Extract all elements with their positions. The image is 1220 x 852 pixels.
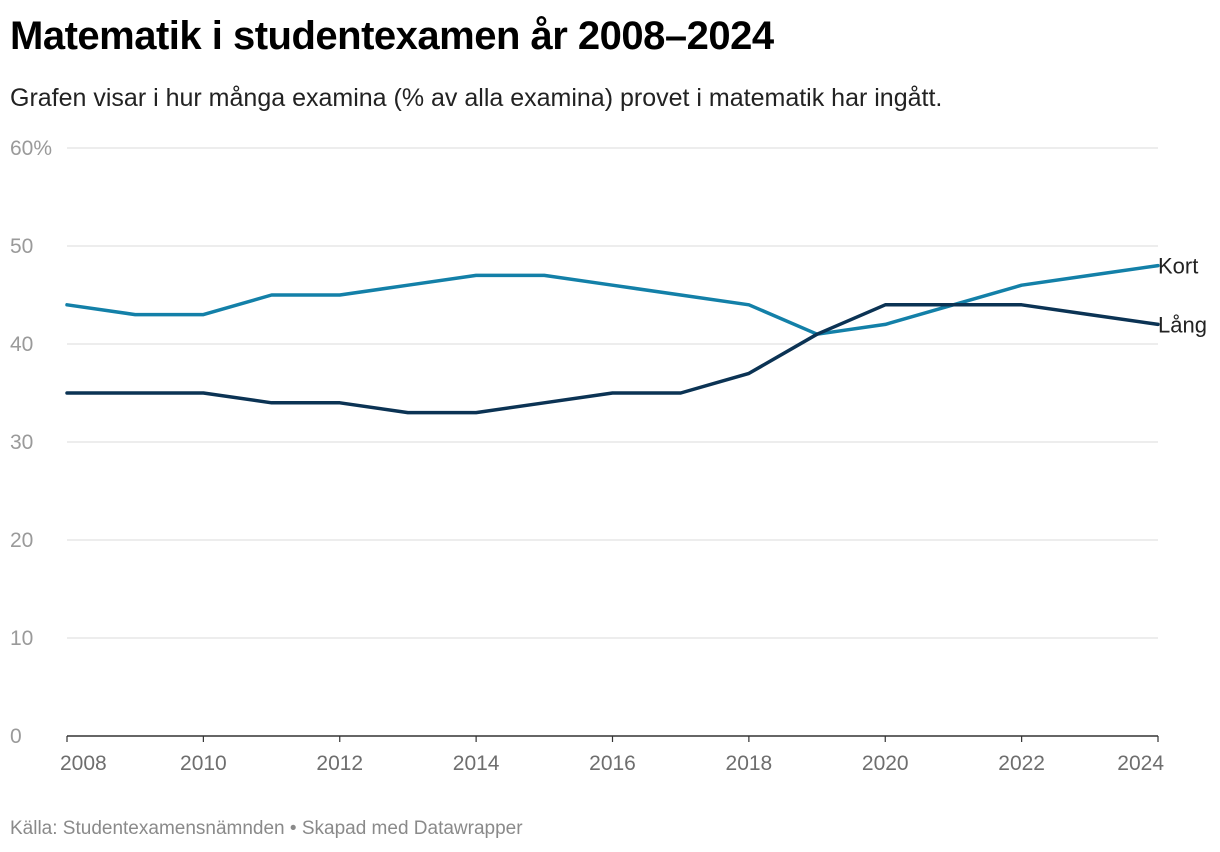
series-label-kort: Kort: [1158, 254, 1198, 279]
x-tick-label: 2022: [998, 752, 1045, 775]
axes: 0 10 20 30 40 50 60% 2008 2010 2012 2014 2016 2018 20…: [10, 137, 1164, 775]
x-tick-label: 2016: [589, 752, 636, 775]
series-labels: Kort Lång: [1158, 254, 1207, 338]
y-tick-label: 20: [10, 529, 33, 552]
gridlines: [67, 147, 1158, 737]
y-tick-label: 30: [10, 431, 33, 454]
x-tick-label: 2020: [862, 752, 909, 775]
source-note: Källa: Studentexamensnämnden • Skapad me…: [10, 818, 523, 839]
x-tick-label: 2010: [180, 752, 227, 775]
y-tick-label: 50: [10, 235, 33, 258]
x-tick-label: 2012: [316, 752, 363, 775]
y-tick-label: 40: [10, 333, 33, 356]
series-line-lang: [65, 303, 1160, 415]
y-tick-label: 0: [10, 725, 22, 748]
x-tick-label: 2018: [726, 752, 773, 775]
y-tick-label: 60%: [10, 137, 52, 160]
line-chart: 0 10 20 30 40 50 60% 2008 2010 2012 2014 2016 2018 20…: [10, 137, 1207, 775]
series-lines: [65, 263, 1160, 415]
series-line-kort: [65, 263, 1160, 336]
y-tick-label: 10: [10, 627, 33, 650]
chart-title: Matematik i studentexamen år 2008–2024: [10, 14, 774, 58]
x-tick-label: 2024: [1117, 752, 1164, 775]
x-tick-label: 2014: [453, 752, 500, 775]
x-tick-label: 2008: [60, 752, 107, 775]
chart-subtitle: Grafen visar i hur många examina (% av a…: [10, 84, 943, 112]
series-label-lang: Lång: [1158, 312, 1207, 337]
